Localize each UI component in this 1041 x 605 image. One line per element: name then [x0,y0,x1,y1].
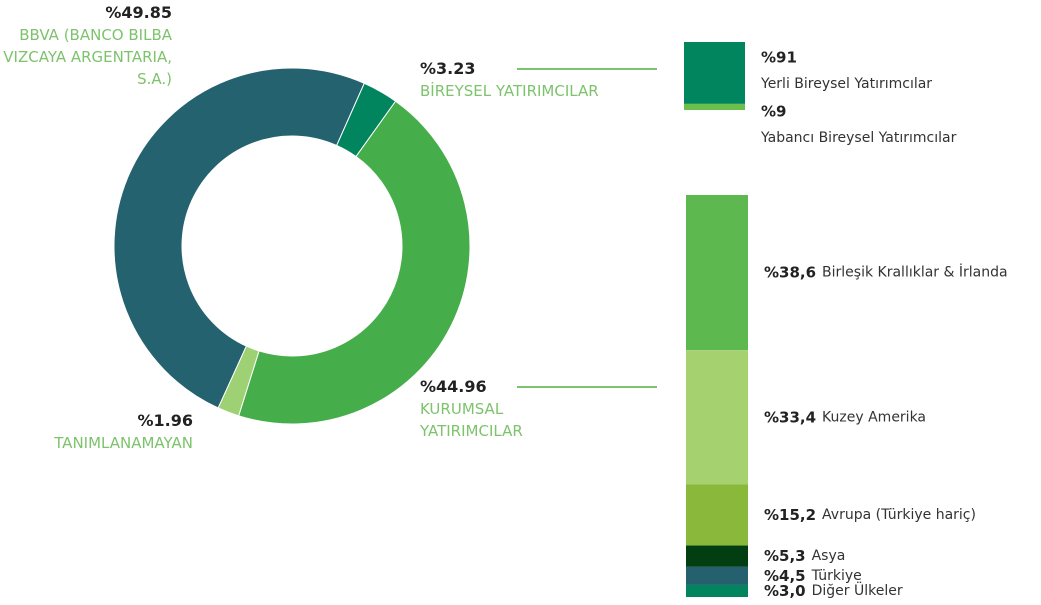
category-label: Kuzey Amerika [822,409,926,425]
value-label: %44.96 [420,377,487,396]
category-label: KURUMSAL YATIRIMCILAR [420,400,523,440]
segment-label: %33,4 Kuzey Amerika [764,408,926,426]
value-label: %3.23 [420,59,476,78]
value-label: %33,4 [764,408,816,426]
segment-label: %15,2 Avrupa (Türkiye hariç) [764,505,976,523]
bar-segment [684,42,745,104]
donut-label: %3.23 BİREYSEL YATIRIMCILAR [420,58,650,102]
category-label: Birleşik Krallıklar & İrlanda [822,263,1008,281]
category-label: Yabancı Bireysel Yatırımcılar [760,130,957,146]
value-label: %91 [761,49,797,67]
bar-segment [686,195,748,351]
donut-segment [113,67,365,409]
category-label: Asya [812,548,846,564]
value-label: %4,5 [764,566,806,584]
value-label: %1.96 [137,411,193,430]
segment-label: %3,0 Diğer Ülkeler [764,581,903,600]
donut-label: %49.85 BBVA (BANCO BILBA VIZCAYA ARGENTAR… [0,2,172,90]
segment-label: %38,6 Birleşik Krallıklar & İrlanda [764,263,1008,282]
bar-segment [686,566,748,585]
category-label: Avrupa (Türkiye hariç) [822,507,976,523]
bar-segment [684,103,745,110]
bar-segment [686,484,748,546]
segment-label: %5,3 Asya [764,547,845,565]
bar-segment [686,545,748,567]
category-label: Diğer Ülkeler [812,581,903,599]
category-label: TANIMLANAMAYAN [54,434,193,452]
value-label: %3,0 [764,581,806,599]
category-label: Yerli Bireysel Yatırımcılar [760,76,932,92]
bar-segment [686,350,748,485]
category-label: BBVA (BANCO BILBA VIZCAYA ARGENTARIA, S.… [3,26,172,88]
category-label: Türkiye [811,568,862,584]
donut-label: %44.96 KURUMSAL YATIRIMCILAR [420,376,560,442]
value-label: %5,3 [764,547,806,565]
segment-label: %4,5 Türkiye [764,566,862,584]
donut-label: %1.96 TANIMLANAMAYAN [3,410,193,454]
value-label: %49.85 [105,3,172,22]
bar-segment [686,584,748,597]
donut-segment [217,345,260,417]
value-label: %15,2 [764,505,816,523]
category-label: BİREYSEL YATIRIMCILAR [420,82,599,100]
value-label: %38,6 [764,263,816,281]
value-label: %9 [761,103,786,121]
donut-segment [238,100,471,425]
